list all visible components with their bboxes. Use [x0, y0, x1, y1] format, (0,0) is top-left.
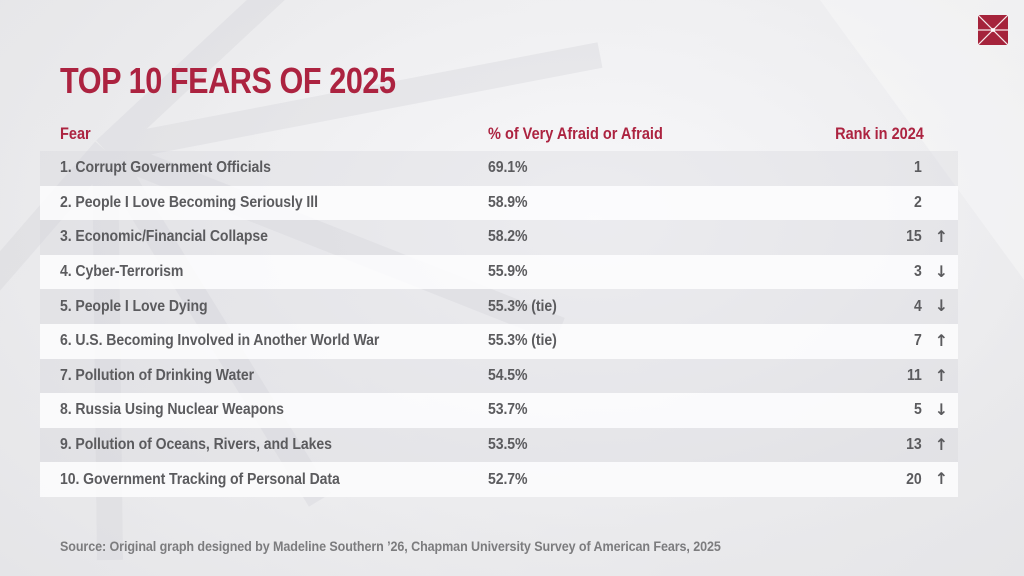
- rank-change-arrow-icon: ↑: [934, 330, 948, 350]
- rank-change-arrow-icon: ↑: [934, 365, 948, 385]
- percent-cell: 54.5%: [488, 366, 528, 384]
- percent-cell: 58.2%: [488, 228, 528, 246]
- percent-cell: 55.9%: [488, 263, 528, 281]
- fear-cell: 4. Cyber-Terrorism: [60, 263, 184, 281]
- rank-cell: 7 ↑: [808, 324, 958, 359]
- table-row: 2. People I Love Becoming Seriously Ill …: [40, 185, 958, 221]
- rank-cell: 15 ↑: [808, 220, 958, 255]
- column-header-percent: % of Very Afraid or Afraid: [488, 125, 663, 143]
- rank-change-arrow-icon: ↓: [934, 400, 948, 420]
- percent-cell: 58.9%: [488, 193, 528, 211]
- fear-cell: 7. Pollution of Drinking Water: [60, 366, 254, 384]
- fear-cell: 1. Corrupt Government Officials: [60, 159, 271, 177]
- percent-cell: 53.5%: [488, 436, 528, 454]
- percent-cell: 55.3% (tie): [488, 332, 557, 350]
- table-header-row: Fear % of Very Afraid or Afraid Rank in …: [40, 118, 958, 151]
- rank-cell: 4 ↓: [808, 289, 958, 324]
- page-title: TOP 10 FEARS OF 2025: [60, 60, 396, 101]
- fear-cell: 3. Economic/Financial Collapse: [60, 228, 268, 246]
- rank-cell: 2: [914, 193, 922, 211]
- rank-change-arrow-icon: ↑: [934, 434, 948, 454]
- rank-change-arrow-icon: ↓: [934, 261, 948, 281]
- percent-cell: 52.7%: [488, 470, 528, 488]
- rank-cell: 11 ↑: [808, 359, 958, 394]
- rank-cell: 13 ↑: [808, 428, 958, 463]
- table-row: 1. Corrupt Government Officials 69.1% 1: [40, 151, 958, 186]
- table-row: 4. Cyber-Terrorism 55.9% 3 ↓: [40, 254, 958, 290]
- window-pane-logo-icon: [978, 15, 1008, 45]
- rank-cell: 3 ↓: [808, 255, 958, 290]
- table-row: 3. Economic/Financial Collapse 58.2% 15 ↑: [40, 220, 958, 255]
- percent-cell: 69.1%: [488, 159, 528, 177]
- column-header-rank-2024: Rank in 2024: [835, 125, 924, 143]
- table-row: 7. Pollution of Drinking Water 54.5% 11 ↑: [40, 358, 958, 394]
- rank-cell: 20 ↑: [808, 462, 958, 497]
- table-row: 9. Pollution of Oceans, Rivers, and Lake…: [40, 427, 958, 463]
- table-row: 6. U.S. Becoming Involved in Another Wor…: [40, 323, 958, 359]
- source-attribution: Source: Original graph designed by Madel…: [60, 539, 721, 554]
- fear-cell: 9. Pollution of Oceans, Rivers, and Lake…: [60, 436, 332, 454]
- fear-cell: 8. Russia Using Nuclear Weapons: [60, 401, 284, 419]
- table-row: 5. People I Love Dying 55.3% (tie) 4 ↓: [40, 289, 958, 324]
- fear-cell: 2. People I Love Becoming Seriously Ill: [60, 193, 318, 211]
- percent-cell: 55.3% (tie): [488, 297, 557, 315]
- rank-cell: 5 ↓: [808, 393, 958, 428]
- rank-change-arrow-icon: ↓: [934, 296, 948, 316]
- fear-cell: 10. Government Tracking of Personal Data: [60, 470, 340, 488]
- fear-cell: 5. People I Love Dying: [60, 297, 208, 315]
- fear-cell: 6. U.S. Becoming Involved in Another Wor…: [60, 332, 380, 350]
- rank-change-arrow-icon: ↑: [934, 227, 948, 247]
- column-header-fear: Fear: [60, 125, 91, 143]
- rank-change-arrow-icon: ↑: [934, 469, 948, 489]
- percent-cell: 53.7%: [488, 401, 528, 419]
- fears-table: Fear % of Very Afraid or Afraid Rank in …: [40, 118, 958, 497]
- table-row: 8. Russia Using Nuclear Weapons 53.7% 5 ↓: [40, 393, 958, 428]
- rank-cell: 1: [914, 159, 922, 177]
- table-row: 10. Government Tracking of Personal Data…: [40, 462, 958, 497]
